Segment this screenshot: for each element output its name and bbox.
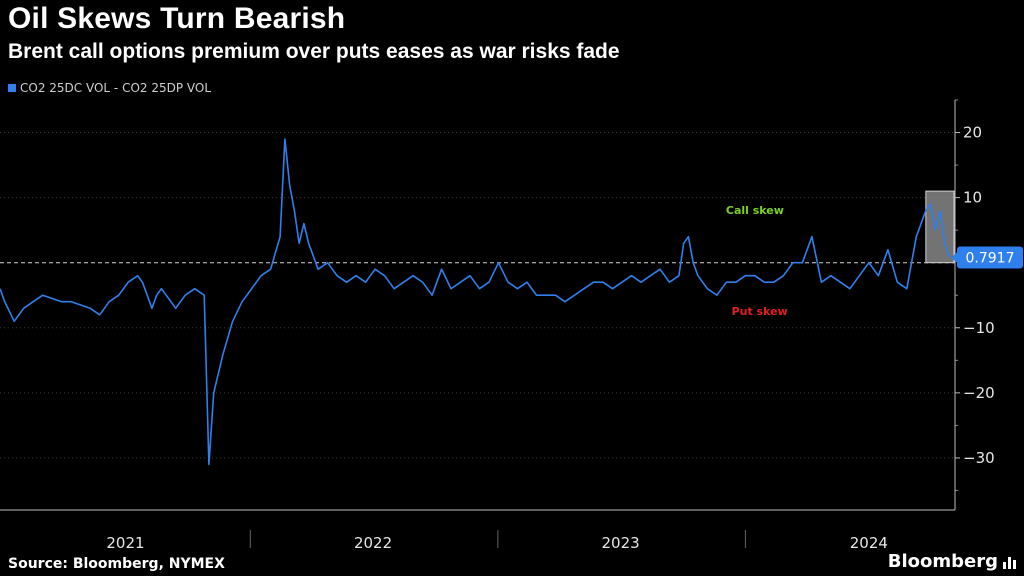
annotation-label: Put skew bbox=[732, 305, 788, 318]
legend: CO2 25DC VOL - CO2 25DP VOL bbox=[8, 80, 211, 96]
last-value-pointer bbox=[951, 251, 958, 264]
y-tick-label: 10 bbox=[963, 189, 982, 207]
chart-subtitle: Brent call options premium over puts eas… bbox=[8, 40, 620, 63]
y-tick-label: −10 bbox=[963, 319, 995, 337]
bloomberg-icon bbox=[1003, 557, 1016, 569]
source-note: Source: Bloomberg, NYMEX bbox=[8, 556, 225, 572]
y-tick-label: 20 bbox=[963, 124, 982, 142]
chart-title: Oil Skews Turn Bearish bbox=[8, 2, 346, 35]
annotation-label: Call skew bbox=[726, 204, 784, 217]
year-label: 2024 bbox=[850, 534, 888, 552]
legend-swatch bbox=[8, 84, 16, 92]
highlight-box bbox=[925, 190, 955, 264]
y-tick-label: −30 bbox=[963, 449, 995, 467]
year-label: 2021 bbox=[106, 534, 144, 552]
legend-label: CO2 25DC VOL - CO2 25DP VOL bbox=[20, 81, 212, 95]
y-tick-label: −20 bbox=[963, 384, 995, 402]
last-value-badge bbox=[957, 246, 1023, 269]
last-value-label: 0.7917 bbox=[966, 251, 1015, 267]
brand-logo: Bloomberg bbox=[887, 551, 998, 572]
year-label: 2022 bbox=[354, 534, 392, 552]
year-label: 2023 bbox=[602, 534, 640, 552]
series-line bbox=[0, 138, 951, 466]
